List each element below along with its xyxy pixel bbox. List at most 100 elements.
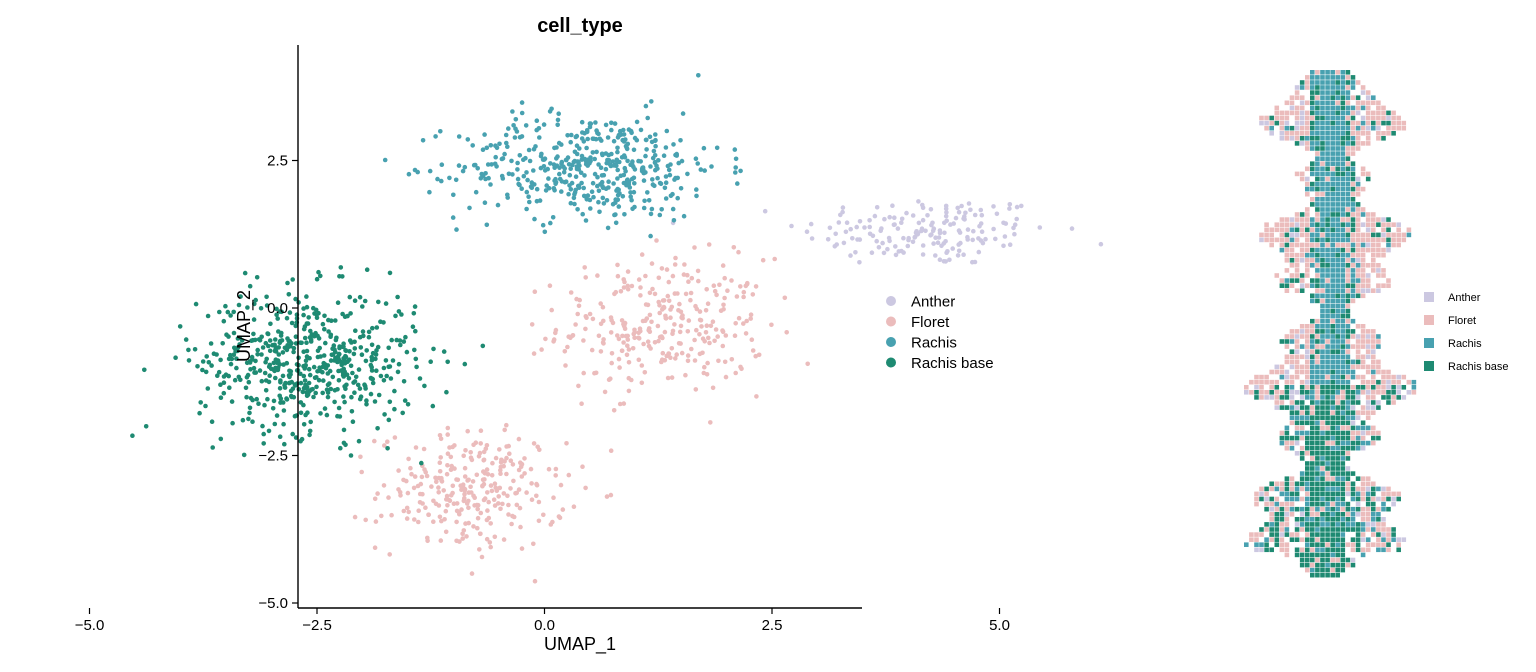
- scatter-point: [553, 473, 558, 478]
- spatial-tile: [1284, 501, 1290, 507]
- scatter-point: [529, 481, 534, 486]
- spatial-tile: [1325, 303, 1330, 309]
- spatial-tile: [1360, 237, 1366, 243]
- spatial-tile: [1391, 400, 1396, 405]
- spatial-tile: [1320, 445, 1325, 451]
- scatter-point: [549, 106, 554, 112]
- scatter-point: [588, 206, 593, 211]
- scatter-point: [928, 207, 934, 212]
- spatial-tile: [1305, 369, 1310, 375]
- scatter-point: [552, 145, 557, 151]
- spatial-tile: [1299, 95, 1305, 100]
- scatter-point: [356, 438, 362, 444]
- scatter-point: [301, 326, 307, 332]
- spatial-tile: [1371, 359, 1376, 365]
- spatial-tile: [1249, 379, 1254, 385]
- spatial-tile: [1279, 339, 1285, 344]
- scatter-point: [1014, 216, 1019, 222]
- scatter-point: [782, 295, 788, 301]
- scatter-point: [445, 432, 451, 437]
- spatial-tile: [1376, 385, 1381, 390]
- spatial-tile: [1330, 435, 1335, 441]
- scatter-point: [504, 471, 509, 477]
- spatial-tile: [1289, 506, 1295, 512]
- scatter-point: [953, 215, 959, 221]
- spatial-tile: [1371, 501, 1376, 507]
- spatial-tile: [1335, 222, 1340, 227]
- scatter-point: [609, 351, 615, 356]
- scatter-point: [403, 334, 408, 340]
- y-tick-label: −5.0: [258, 595, 288, 612]
- spatial-tile: [1310, 527, 1315, 532]
- spatial-tile: [1325, 390, 1330, 395]
- spatial-tile: [1371, 258, 1376, 263]
- scatter-point: [626, 375, 632, 381]
- scatter-point: [553, 466, 559, 472]
- spatial-tile: [1305, 542, 1310, 547]
- scatter-point: [827, 225, 833, 231]
- spatial-tile: [1360, 247, 1366, 253]
- scatter-point: [325, 390, 331, 395]
- scatter-point: [308, 419, 314, 425]
- spatial-tile: [1401, 125, 1407, 131]
- spatial-tile: [1340, 562, 1346, 568]
- spatial-tile: [1345, 385, 1351, 390]
- spatial-tile: [1345, 517, 1351, 522]
- spatial-tile: [1310, 227, 1315, 233]
- scatter-point: [697, 309, 703, 314]
- spatial-tile: [1335, 273, 1340, 278]
- spatial-tile: [1335, 217, 1340, 222]
- scatter-point: [417, 491, 423, 497]
- scatter-point: [834, 242, 839, 247]
- spatial-tile: [1289, 476, 1295, 481]
- spatial-tile: [1299, 379, 1305, 385]
- spatial-tile: [1330, 303, 1335, 309]
- scatter-point: [677, 329, 683, 335]
- spatial-tile: [1279, 400, 1285, 405]
- spatial-tile: [1391, 374, 1396, 380]
- spatial-tile: [1360, 405, 1366, 410]
- scatter-point: [291, 345, 297, 351]
- spatial-tile: [1289, 273, 1295, 278]
- spatial-tile: [1330, 527, 1335, 532]
- spatial-tile: [1381, 105, 1386, 111]
- spatial-tile: [1350, 517, 1356, 522]
- spatial-tile: [1320, 547, 1325, 553]
- spatial-tile: [1325, 476, 1330, 481]
- spatial-tile: [1294, 517, 1300, 522]
- spatial-tile: [1325, 181, 1330, 187]
- spatial-tile: [1355, 344, 1361, 349]
- scatter-point: [588, 121, 594, 126]
- scatter-point: [441, 349, 447, 354]
- spatial-tile: [1391, 385, 1396, 390]
- scatter-point: [943, 213, 949, 219]
- spatial-tile: [1284, 374, 1290, 380]
- spatial-tile: [1365, 349, 1371, 354]
- scatter-point: [604, 494, 610, 499]
- x-tick-label: −5.0: [75, 617, 105, 634]
- spatial-tile: [1365, 425, 1371, 431]
- scatter-point: [617, 401, 623, 407]
- spatial-tile: [1315, 451, 1320, 456]
- scatter-point: [957, 230, 963, 235]
- scatter-point: [593, 120, 598, 125]
- spatial-tile: [1320, 476, 1325, 481]
- spatial-tile: [1396, 390, 1401, 395]
- spatial-tile: [1335, 268, 1340, 273]
- spatial-tile: [1376, 522, 1381, 527]
- spatial-tile: [1391, 527, 1396, 532]
- spatial-tile: [1279, 486, 1285, 492]
- spatial-tile: [1335, 75, 1340, 80]
- scatter-point: [666, 167, 672, 173]
- spatial-tile: [1310, 532, 1315, 537]
- spatial-tile: [1315, 329, 1320, 334]
- spatial-tile: [1325, 324, 1330, 329]
- scatter-point: [438, 538, 444, 543]
- scatter-point: [625, 158, 630, 164]
- spatial-tile: [1320, 430, 1325, 436]
- scatter-point: [321, 353, 327, 358]
- spatial-tile: [1335, 166, 1340, 172]
- scatter-point: [462, 361, 468, 367]
- spatial-tile: [1310, 146, 1315, 151]
